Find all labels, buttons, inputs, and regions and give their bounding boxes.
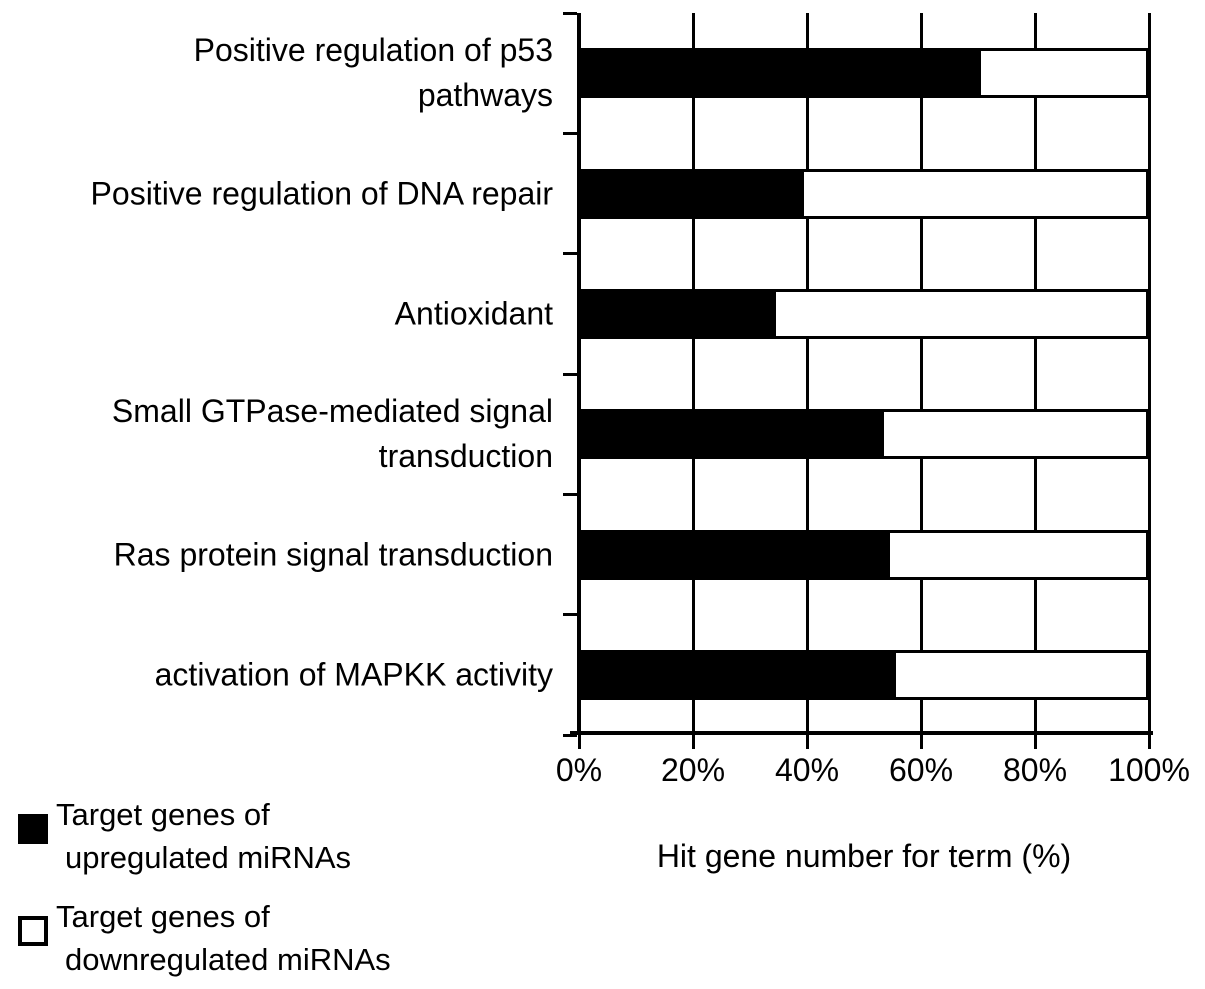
category-label: Positive regulation of p53 pathways xyxy=(194,28,553,118)
bar-segment-upregulated xyxy=(579,649,893,700)
legend-label-line: upregulated miRNAs xyxy=(65,840,352,875)
black-square-swatch-icon xyxy=(18,814,48,844)
legend-label-line: downregulated miRNAs xyxy=(65,942,391,977)
bar-row xyxy=(579,409,1149,460)
white-square-swatch-icon xyxy=(18,916,48,946)
x-tick-label: 40% xyxy=(774,752,840,788)
y-axis-tick xyxy=(563,613,577,617)
x-axis-tick xyxy=(1147,735,1151,749)
bar-segment-downregulated xyxy=(881,409,1149,460)
gridline-80pct xyxy=(1033,13,1037,735)
bar-segment-downregulated xyxy=(886,529,1149,580)
bar-segment-upregulated xyxy=(579,409,882,460)
gridline-40pct xyxy=(805,13,809,735)
y-axis-tick xyxy=(563,11,577,15)
x-axis-tick xyxy=(919,735,923,749)
plot-area xyxy=(563,11,1153,749)
bar-segment-downregulated xyxy=(772,288,1149,339)
category-label-line: transduction xyxy=(378,438,553,475)
gridline-20pct xyxy=(691,13,695,735)
x-tick-label: 80% xyxy=(1002,752,1068,788)
bar-segment-downregulated xyxy=(892,649,1149,700)
x-tick-label: 0% xyxy=(555,752,603,788)
x-axis-tick xyxy=(805,735,809,749)
category-label: Small GTPase-mediated signal transduction xyxy=(112,389,553,479)
bar-segment-upregulated xyxy=(579,48,978,99)
bar-row xyxy=(579,529,1149,580)
x-axis-line xyxy=(570,731,1153,735)
category-label: Positive regulation of DNA repair xyxy=(91,171,553,216)
y-axis-tick xyxy=(563,252,577,256)
x-axis-tick xyxy=(1033,735,1037,749)
x-axis-tick xyxy=(691,735,695,749)
legend-label-line: Target genes of xyxy=(56,797,270,832)
bar-row xyxy=(579,288,1149,339)
gridline-60pct xyxy=(919,13,923,735)
bar-segment-downregulated xyxy=(801,168,1149,219)
gridline-100pct xyxy=(1147,13,1151,735)
legend-entry-downregulated-text: Target genes of downregulated miRNAs xyxy=(56,895,391,981)
y-axis-line xyxy=(577,13,581,735)
bar-segment-upregulated xyxy=(579,288,773,339)
bar-row xyxy=(579,48,1149,99)
y-axis-tick xyxy=(563,492,577,496)
category-label-line: Antioxidant xyxy=(394,295,553,332)
y-axis-tick xyxy=(563,372,577,376)
bar-segment-upregulated xyxy=(579,529,887,580)
bar-row xyxy=(579,649,1149,700)
x-tick-label: 100% xyxy=(1108,752,1190,788)
bar-row xyxy=(579,168,1149,219)
category-label-line: Positive regulation of DNA repair xyxy=(90,175,553,211)
legend-label-line: Target genes of xyxy=(56,899,270,934)
y-axis-tick xyxy=(563,131,577,135)
category-label-line: Small GTPase-mediated signal xyxy=(111,393,553,430)
bar-segment-upregulated xyxy=(579,168,802,219)
legend-entry-upregulated-text: Target genes of upregulated miRNAs xyxy=(56,793,351,879)
category-label: activation of MAPKK activity xyxy=(155,652,553,697)
x-tick-label: 60% xyxy=(888,752,954,788)
category-label-line: Ras protein signal transduction xyxy=(113,536,553,572)
x-axis-tick xyxy=(577,735,581,749)
x-tick-label: 20% xyxy=(660,752,726,788)
x-axis-title: Hit gene number for term (%) xyxy=(656,838,1072,874)
y-axis-tick xyxy=(563,733,577,737)
category-label-line: Positive regulation of p53 xyxy=(193,32,553,69)
category-label-line: pathways xyxy=(417,77,553,114)
bar-segment-downregulated xyxy=(978,48,1149,99)
category-label: Antioxidant xyxy=(395,291,553,336)
category-label-line: activation of MAPKK activity xyxy=(154,656,553,693)
category-label: Ras protein signal transduction xyxy=(114,532,553,577)
